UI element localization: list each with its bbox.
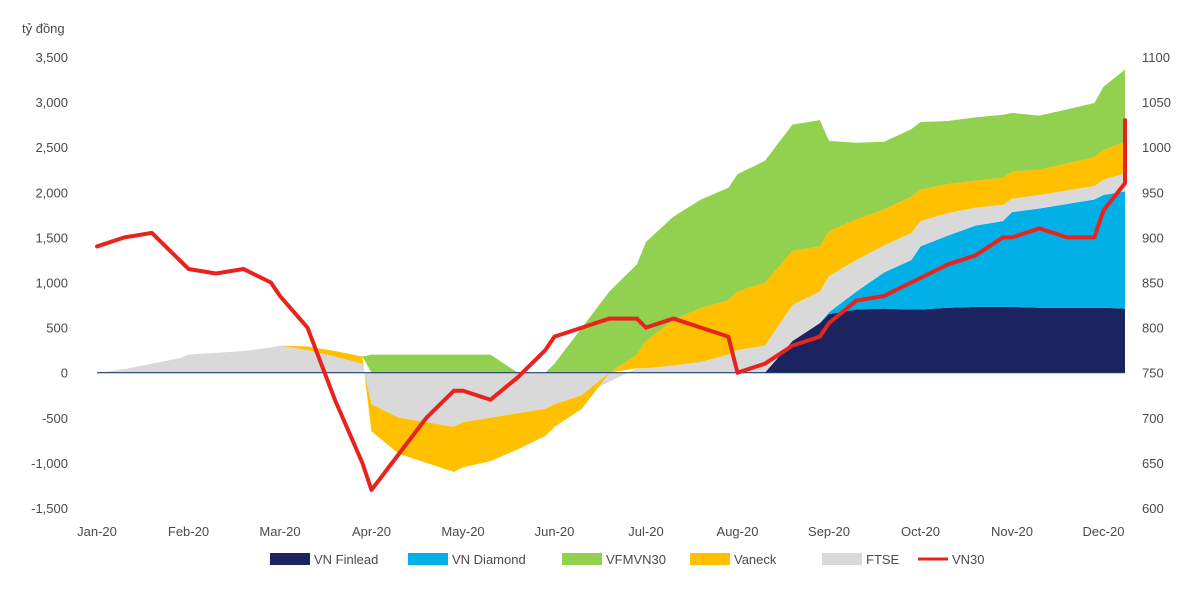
right-tick-label: 1050 [1142, 95, 1171, 110]
x-tick-label: Mar-20 [259, 524, 300, 539]
x-tick-label: Sep-20 [808, 524, 850, 539]
left-tick-label: 3,000 [35, 95, 68, 110]
left-tick-label: 2,000 [35, 185, 68, 200]
legend-swatch-vaneck [690, 553, 730, 565]
x-tick-label: Aug-20 [717, 524, 759, 539]
left-axis: 3,500 3,000 2,500 2,000 1,500 1,000 500 0 -500 -1… [31, 50, 68, 516]
x-axis: Jan-20 Feb-20 Mar-20 Apr-20 May-20 Jun-20 Jul-… [77, 524, 1124, 539]
x-tick-label: Jan-20 [77, 524, 117, 539]
left-tick-label: -1,000 [31, 456, 68, 471]
line-vn30 [95, 118, 1127, 492]
right-tick-label: 950 [1142, 185, 1164, 200]
right-tick-label: 750 [1142, 366, 1164, 381]
x-tick-label: Nov-20 [991, 524, 1033, 539]
left-tick-label: 500 [46, 321, 68, 336]
left-tick-label: 1,500 [35, 230, 68, 245]
x-tick-label: Jul-20 [628, 524, 663, 539]
legend-swatch-vn-diamond [408, 553, 448, 565]
left-tick-label: 0 [61, 366, 68, 381]
legend-swatch-vn-finlead [270, 553, 310, 565]
right-tick-label: 900 [1142, 230, 1164, 245]
right-tick-label: 850 [1142, 276, 1164, 291]
right-axis: 1100 1050 1000 950 900 850 800 750 700 650 600 [1142, 50, 1171, 516]
legend-swatch-vfmvn30 [562, 553, 602, 565]
legend-label-ftse: FTSE [866, 552, 900, 567]
right-tick-label: 700 [1142, 411, 1164, 426]
left-tick-label: -1,500 [31, 501, 68, 516]
left-tick-label: 2,500 [35, 140, 68, 155]
vn30-line-layer [95, 118, 1127, 492]
y-unit-label: tỷ đồng [22, 21, 65, 36]
right-tick-label: 800 [1142, 321, 1164, 336]
stacked-areas [97, 35, 1125, 472]
legend-label-vn-diamond: VN Diamond [452, 552, 526, 567]
legend-label-vn-finlead: VN Finlead [314, 552, 378, 567]
x-tick-label: Oct-20 [901, 524, 940, 539]
legend-swatch-ftse [822, 553, 862, 565]
right-tick-label: 650 [1142, 456, 1164, 471]
right-tick-label: 600 [1142, 501, 1164, 516]
left-tick-label: 3,500 [35, 50, 68, 65]
legend-label-vaneck: Vaneck [734, 552, 777, 567]
legend: VN Finlead VN Diamond VFMVN30 Vaneck FTSE VN3… [270, 552, 985, 567]
left-tick-label: 1,000 [35, 276, 68, 291]
left-tick-label: -500 [42, 411, 68, 426]
right-tick-label: 1100 [1142, 50, 1170, 65]
x-tick-label: Jun-20 [535, 524, 575, 539]
legend-label-vn30: VN30 [952, 552, 985, 567]
x-tick-label: May-20 [441, 524, 484, 539]
x-tick-label: Feb-20 [168, 524, 209, 539]
x-tick-label: Apr-20 [352, 524, 391, 539]
x-tick-label: Dec-20 [1083, 524, 1125, 539]
area-vn-finlead [97, 306, 1125, 373]
area-vfmvn30 [97, 35, 1125, 373]
legend-label-vfmvn30: VFMVN30 [606, 552, 666, 567]
right-tick-label: 1000 [1142, 140, 1171, 155]
